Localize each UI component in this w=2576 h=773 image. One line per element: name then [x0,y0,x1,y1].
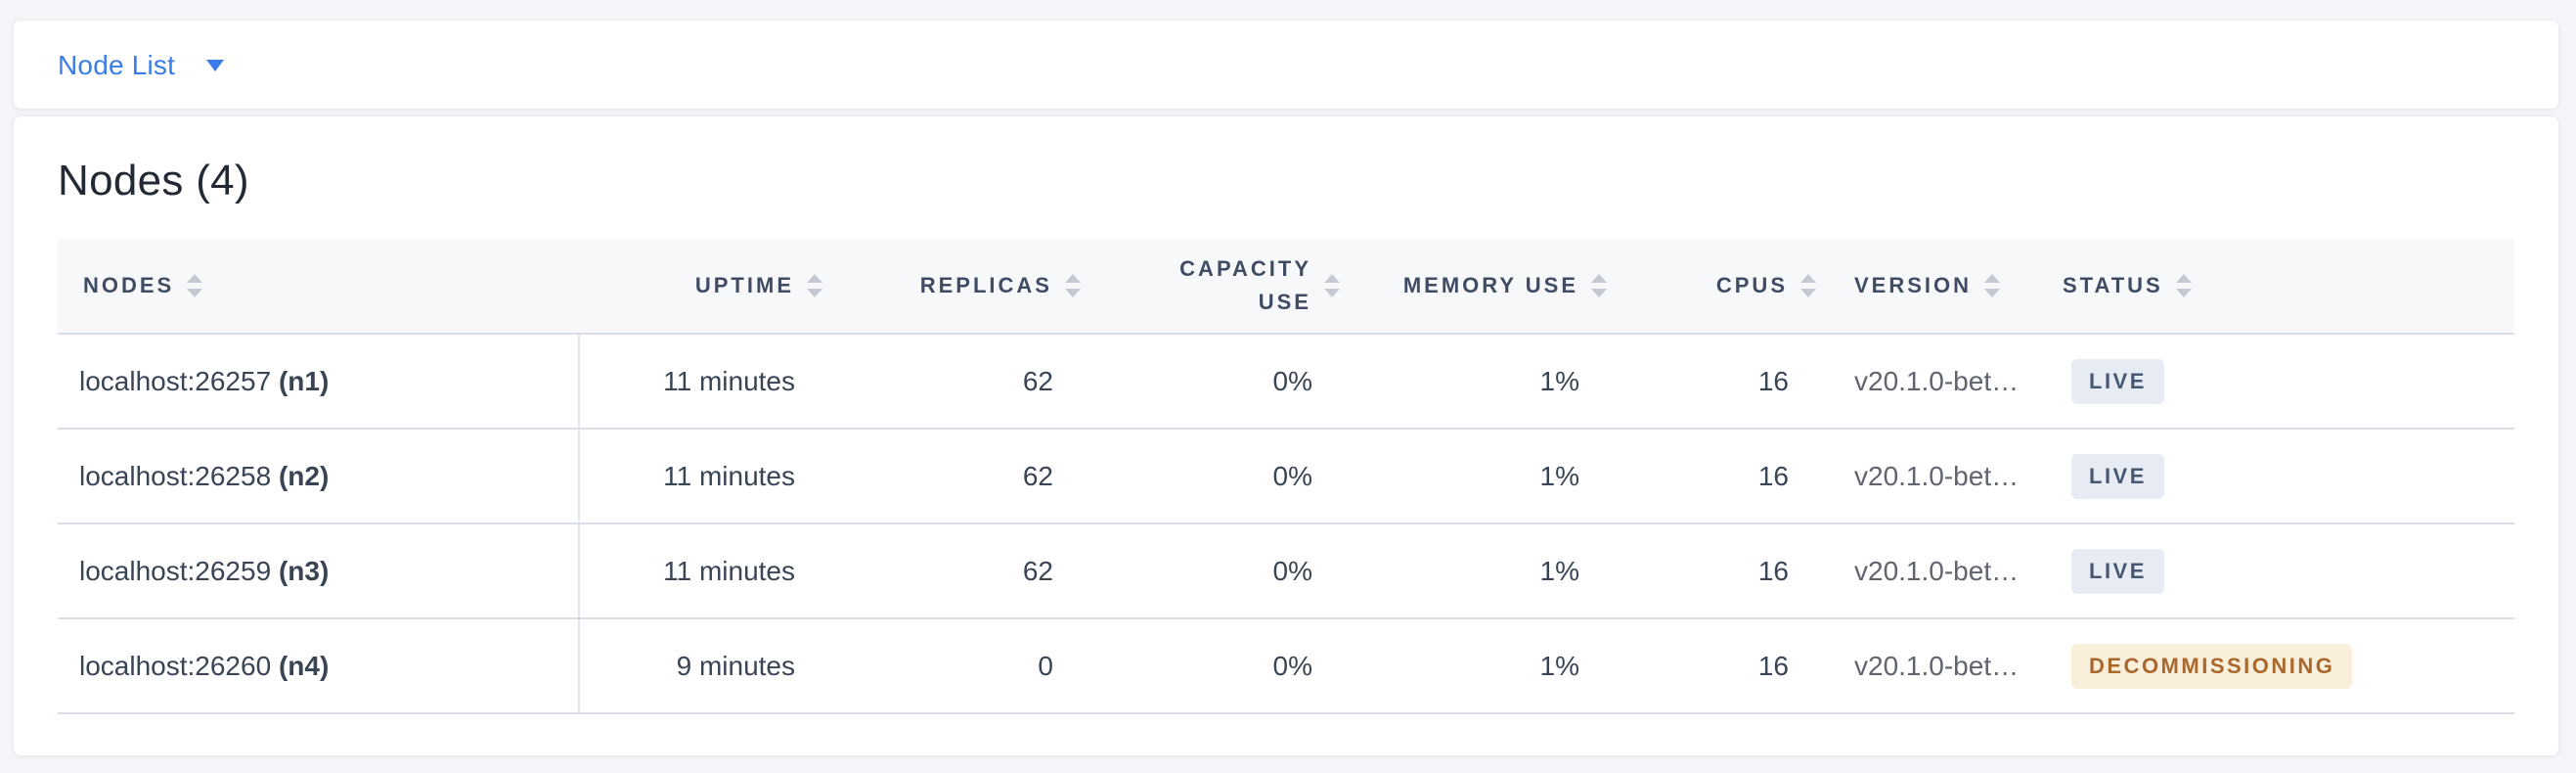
node-address-cell[interactable]: localhost:26257 (n1) [58,334,580,430]
node-id: (n2) [278,460,330,491]
column-header-cpus[interactable]: CPUs [1615,239,1824,335]
uptime-cell: 11 minutes [579,429,830,524]
replicas-cell: 62 [830,334,1088,430]
column-header-nodes[interactable]: Nodes [58,239,579,335]
column-header-status[interactable]: Status [2055,239,2514,335]
node-address: localhost:26259 [79,555,272,586]
table-row[interactable]: localhost:26259 (n3) 11 minutes 62 0% 1%… [58,523,2514,619]
memory-use-cell: 1% [1348,523,1615,619]
cpus-cell: 16 [1615,334,1824,430]
column-header-replicas[interactable]: Replicas [830,239,1088,335]
memory-use-cell: 1% [1348,429,1615,524]
version-cell: v20.1.0-bet… [1824,334,2055,430]
version-cell: v20.1.0-bet… [1824,429,2055,524]
memory-use-cell: 1% [1348,618,1615,714]
column-header-version[interactable]: Version [1824,239,2055,335]
column-label: Memory Use [1402,273,1578,298]
column-header-uptime[interactable]: Uptime [579,239,830,335]
capacity-use-cell: 0% [1088,334,1348,430]
node-id: (n3) [278,555,330,586]
replicas-cell: 62 [830,429,1088,524]
column-header-memory-use[interactable]: Memory Use [1348,239,1615,335]
sort-icon [1065,274,1081,297]
nodes-table: Nodes Uptime Replicas [58,239,2514,714]
view-selector-label: Node List [58,50,176,80]
status-cell: DECOMMISSIONING [2055,618,2514,714]
table-header-row: Nodes Uptime Replicas [58,239,2514,335]
column-label: Nodes [83,273,175,298]
cpus-cell: 16 [1615,429,1824,524]
topbar-card: Node List [13,20,2559,110]
column-label: Status [2063,273,2163,298]
status-cell: LIVE [2055,523,2514,619]
node-address: localhost:26260 [79,650,272,681]
version-cell: v20.1.0-bet… [1824,618,2055,714]
status-cell: LIVE [2055,429,2514,524]
sort-icon [2175,274,2192,297]
node-address-cell[interactable]: localhost:26260 (n4) [58,618,580,714]
version-cell: v20.1.0-bet… [1824,523,2055,619]
cpus-cell: 16 [1615,618,1824,714]
column-label: CPUs [1715,273,1788,298]
column-label: Capacity Use [1179,255,1311,314]
chevron-down-icon [206,60,225,71]
table-row[interactable]: localhost:26257 (n1) 11 minutes 62 0% 1%… [58,334,2514,430]
status-badge: DECOMMISSIONING [2071,643,2353,689]
page-title: Nodes (4) [58,157,249,205]
node-address: localhost:26257 [79,365,272,396]
node-address-cell[interactable]: localhost:26258 (n2) [58,429,580,524]
table-row[interactable]: localhost:26258 (n2) 11 minutes 62 0% 1%… [58,429,2514,524]
node-address: localhost:26258 [79,460,272,491]
node-id: (n4) [278,650,330,681]
node-id: (n1) [278,365,330,396]
table-row[interactable]: localhost:26260 (n4) 9 minutes 0 0% 1% 1… [58,618,2514,714]
sort-icon [807,274,822,297]
replicas-cell: 62 [830,523,1088,619]
cpus-cell: 16 [1615,523,1824,619]
status-badge: LIVE [2071,453,2164,499]
uptime-cell: 9 minutes [579,618,830,714]
sort-icon [1984,274,2001,297]
status-cell: LIVE [2055,334,2514,430]
node-address-cell[interactable]: localhost:26259 (n3) [58,523,580,619]
sort-icon [1800,274,1816,297]
column-label: Uptime [694,273,794,298]
uptime-cell: 11 minutes [579,334,830,430]
status-badge: LIVE [2071,548,2164,594]
column-header-capacity-use[interactable]: Capacity Use [1088,239,1348,335]
replicas-cell: 0 [830,618,1088,714]
sort-icon [1324,274,1340,297]
memory-use-cell: 1% [1348,334,1615,430]
sort-icon [187,274,203,297]
uptime-cell: 11 minutes [579,523,830,619]
sort-icon [1591,274,1607,297]
status-badge: LIVE [2071,358,2164,404]
column-label: Replicas [919,273,1052,298]
capacity-use-cell: 0% [1088,523,1348,619]
capacity-use-cell: 0% [1088,618,1348,714]
capacity-use-cell: 0% [1088,429,1348,524]
nodes-card: Nodes (4) Nodes Uptime [13,115,2559,756]
view-selector-dropdown[interactable]: Node List [58,21,225,111]
column-label: Version [1854,273,1973,298]
